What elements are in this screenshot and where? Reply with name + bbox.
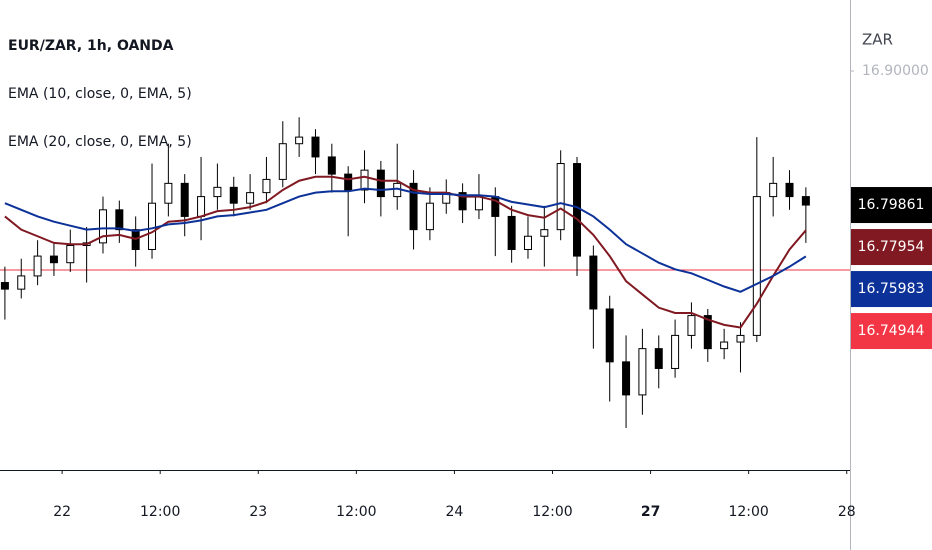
chart-title: EUR/ZAR, 1h, OANDA [8, 38, 174, 54]
ema-line [4, 187, 807, 293]
candle-body [622, 361, 631, 396]
candle-body [654, 348, 663, 369]
candle-body [164, 182, 173, 204]
candle-body [785, 182, 794, 198]
candle-body [409, 182, 418, 231]
x-tick-label: 22 [53, 504, 71, 520]
legend-entry: EMA (10, close, 0, EMA, 5) [8, 86, 192, 102]
candle-body [507, 215, 516, 250]
price-label: 16.77954 [858, 239, 925, 255]
candle-body [327, 156, 336, 175]
candle-body [573, 163, 582, 257]
x-tick-label: 12:00 [728, 504, 768, 520]
candle-body [33, 255, 42, 277]
candle-body [458, 192, 467, 211]
candle-body [17, 275, 26, 290]
x-tick-label: 27 [641, 504, 660, 520]
x-tick-label: 12:00 [336, 504, 376, 520]
x-tick-label: 12:00 [140, 504, 180, 520]
candle-body [523, 235, 532, 250]
candle-body [115, 209, 124, 231]
y-tick-label: 16.90000 [862, 63, 929, 79]
candle-body [769, 182, 778, 198]
candle-body [671, 334, 680, 369]
price-label: 16.75983 [858, 281, 925, 297]
candle-body [703, 315, 712, 350]
candle-body [148, 202, 157, 250]
candle-body [425, 202, 434, 231]
candle-body [295, 136, 304, 145]
candle-body [0, 282, 9, 290]
plot-area [0, 117, 850, 428]
x-tick-label: 24 [446, 504, 464, 520]
candle-body [376, 169, 385, 198]
candle-body [605, 308, 614, 363]
price-label-box [851, 187, 932, 224]
candle-body [720, 341, 729, 350]
candle-body [736, 334, 745, 343]
candle-body [229, 186, 238, 204]
candle-body [589, 255, 598, 310]
ema-line [4, 175, 807, 329]
candle-body [180, 182, 189, 217]
candle-body [66, 245, 75, 264]
candle-body [801, 196, 810, 206]
candle-body [752, 196, 761, 336]
candle-body [262, 178, 271, 194]
x-tick-label: 23 [249, 504, 267, 520]
price-label-box [851, 271, 932, 308]
candle-body [213, 186, 222, 198]
candle-body [197, 196, 206, 217]
x-tick-label: 28 [838, 504, 856, 520]
candle-body [638, 348, 647, 396]
x-tick-label: 12:00 [532, 504, 572, 520]
candle-body [687, 315, 696, 336]
candle-body [474, 196, 483, 211]
candle-body [98, 209, 107, 244]
candle-body [278, 143, 287, 180]
candle-body [246, 192, 255, 204]
price-label: 16.79861 [858, 197, 925, 213]
currency-label: ZAR [862, 31, 893, 49]
candle-body [360, 169, 369, 191]
price-label-box [851, 313, 932, 350]
candle-body [49, 255, 58, 264]
legend-entry: EMA (20, close, 0, EMA, 5) [8, 134, 192, 150]
candle-body [344, 173, 353, 191]
candle-body [556, 163, 565, 231]
price-label: 16.74944 [858, 323, 925, 339]
price-label-box [851, 229, 932, 266]
candle-body [540, 229, 549, 237]
candle-body [311, 136, 320, 158]
